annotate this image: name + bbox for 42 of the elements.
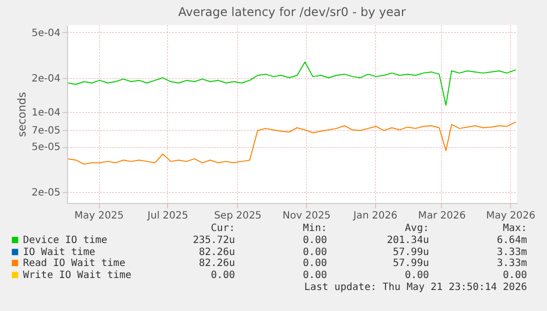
text: 201.34u <box>386 235 429 246</box>
legend-label: Write IO Wait time <box>23 270 132 281</box>
text: 3.33m <box>496 247 527 258</box>
text: 57.99u <box>392 258 429 269</box>
text: 82.26u <box>198 258 235 269</box>
text: 0.00 <box>210 270 235 281</box>
text: Max: <box>502 223 527 234</box>
text: 0.00 <box>302 247 327 258</box>
chart-title: Average latency for /dev/sr0 - by year <box>178 5 406 19</box>
y-tick-label: 7e-05 <box>32 125 60 136</box>
x-tick-label: May 2025 <box>74 210 124 222</box>
y-tick-label: 1e-04 <box>32 108 60 119</box>
x-tick-label: Sep 2025 <box>214 210 262 222</box>
text: 0.00 <box>502 270 527 281</box>
text: 0.00 <box>302 235 327 246</box>
x-tick-label: Nov 2025 <box>282 210 331 222</box>
text: 6.64m <box>496 235 527 246</box>
y-tick-label: 5e-04 <box>32 28 60 39</box>
text: Cur: <box>210 223 235 234</box>
text: 57.99u <box>392 247 429 258</box>
text: Min: <box>302 223 327 234</box>
legend-label: Device IO time <box>23 235 108 246</box>
text: Last update: Thu May 21 23:50:14 2026 <box>304 282 527 293</box>
text: 235.72u <box>192 235 235 246</box>
x-tick-label: Jan 2026 <box>352 210 398 222</box>
x-tick-label: Jul 2025 <box>146 210 188 222</box>
text: 0.00 <box>404 270 429 281</box>
legend-label: IO Wait time <box>23 247 96 258</box>
text: 3.33m <box>496 258 527 269</box>
line-series <box>68 121 516 165</box>
y-axis-title: seconds <box>16 92 29 137</box>
x-tick-label: Mar 2026 <box>418 210 466 222</box>
text: 82.26u <box>198 247 235 258</box>
line-series <box>68 61 516 106</box>
legend-label: Read IO Wait time <box>23 258 126 269</box>
x-tick-label: May 2026 <box>486 210 536 222</box>
y-tick-label: 5e-05 <box>32 142 60 154</box>
text: Avg: <box>404 223 429 234</box>
y-tick-label: 2e-04 <box>32 73 60 84</box>
text: 0.00 <box>302 258 327 269</box>
text: 0.00 <box>302 270 327 281</box>
y-tick-label: 2e-05 <box>32 187 60 198</box>
